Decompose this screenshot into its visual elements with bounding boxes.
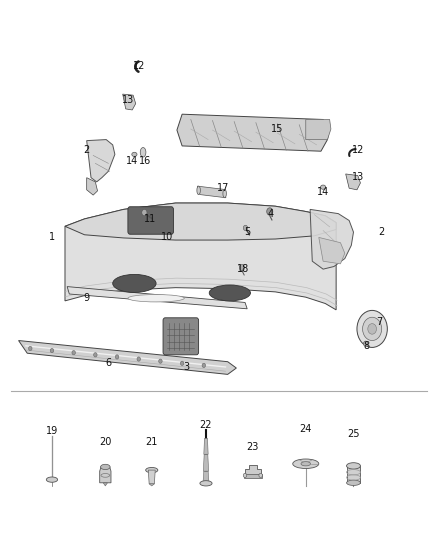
Text: 8: 8 — [364, 341, 370, 351]
Circle shape — [50, 349, 54, 353]
Text: 12: 12 — [352, 145, 364, 155]
Text: 14: 14 — [126, 156, 138, 166]
Polygon shape — [203, 471, 209, 483]
Circle shape — [159, 359, 162, 364]
Text: 22: 22 — [200, 420, 212, 430]
Ellipse shape — [321, 185, 326, 189]
Ellipse shape — [301, 462, 311, 466]
Circle shape — [72, 351, 75, 355]
Ellipse shape — [46, 477, 58, 482]
Polygon shape — [244, 474, 261, 478]
Circle shape — [180, 361, 184, 366]
Circle shape — [357, 310, 387, 348]
Text: 13: 13 — [352, 172, 364, 182]
Circle shape — [142, 209, 147, 216]
Circle shape — [240, 264, 244, 271]
Circle shape — [115, 355, 119, 359]
Polygon shape — [65, 203, 336, 240]
Text: 16: 16 — [139, 156, 152, 166]
Polygon shape — [65, 203, 336, 310]
Polygon shape — [319, 237, 345, 264]
Text: 13: 13 — [122, 95, 134, 105]
Text: 4: 4 — [268, 208, 274, 219]
Polygon shape — [87, 140, 115, 182]
Circle shape — [267, 208, 273, 215]
Text: 17: 17 — [217, 183, 230, 193]
Ellipse shape — [128, 295, 184, 302]
Text: 19: 19 — [46, 426, 58, 437]
Ellipse shape — [132, 152, 137, 157]
Text: 14: 14 — [317, 188, 329, 197]
Text: 6: 6 — [105, 358, 111, 368]
Polygon shape — [149, 484, 154, 486]
Text: 20: 20 — [99, 437, 112, 447]
Polygon shape — [310, 209, 353, 269]
Text: 15: 15 — [272, 124, 284, 134]
Ellipse shape — [146, 467, 158, 473]
Polygon shape — [148, 470, 155, 484]
FancyBboxPatch shape — [163, 318, 198, 355]
Circle shape — [94, 353, 97, 357]
Text: 2: 2 — [378, 227, 385, 237]
Text: 1: 1 — [49, 232, 55, 243]
Polygon shape — [346, 466, 360, 483]
Circle shape — [137, 357, 141, 361]
Ellipse shape — [346, 480, 360, 486]
Circle shape — [28, 346, 32, 351]
Ellipse shape — [259, 473, 262, 478]
Text: 7: 7 — [376, 317, 383, 327]
Text: 18: 18 — [237, 264, 249, 274]
Text: 12: 12 — [133, 61, 145, 70]
Text: 9: 9 — [84, 293, 90, 303]
Ellipse shape — [223, 189, 226, 198]
Circle shape — [364, 341, 368, 346]
Polygon shape — [177, 114, 330, 151]
Text: 25: 25 — [347, 429, 360, 439]
Text: 23: 23 — [247, 442, 259, 453]
Ellipse shape — [113, 274, 156, 293]
Polygon shape — [103, 483, 107, 486]
Ellipse shape — [200, 481, 212, 486]
Ellipse shape — [101, 464, 110, 470]
Text: 3: 3 — [184, 362, 190, 372]
Polygon shape — [204, 438, 208, 454]
Ellipse shape — [346, 463, 360, 469]
Circle shape — [368, 324, 377, 334]
Ellipse shape — [197, 186, 200, 195]
Text: 21: 21 — [145, 437, 158, 447]
Ellipse shape — [243, 473, 247, 478]
Circle shape — [202, 364, 205, 368]
Ellipse shape — [140, 148, 146, 157]
Polygon shape — [306, 119, 331, 140]
Polygon shape — [67, 287, 247, 309]
Text: 2: 2 — [84, 145, 90, 155]
Text: 10: 10 — [161, 232, 173, 243]
Polygon shape — [346, 174, 360, 190]
Polygon shape — [197, 186, 226, 198]
Ellipse shape — [209, 285, 251, 301]
Ellipse shape — [293, 459, 319, 469]
Polygon shape — [87, 177, 98, 195]
Text: 11: 11 — [144, 214, 156, 224]
Circle shape — [363, 317, 381, 341]
Circle shape — [243, 225, 247, 231]
Text: 24: 24 — [300, 424, 312, 434]
Polygon shape — [123, 94, 136, 110]
Polygon shape — [100, 467, 111, 483]
Polygon shape — [203, 454, 208, 471]
Polygon shape — [245, 465, 261, 475]
Text: 5: 5 — [244, 227, 251, 237]
Polygon shape — [18, 341, 237, 374]
FancyBboxPatch shape — [128, 207, 173, 234]
